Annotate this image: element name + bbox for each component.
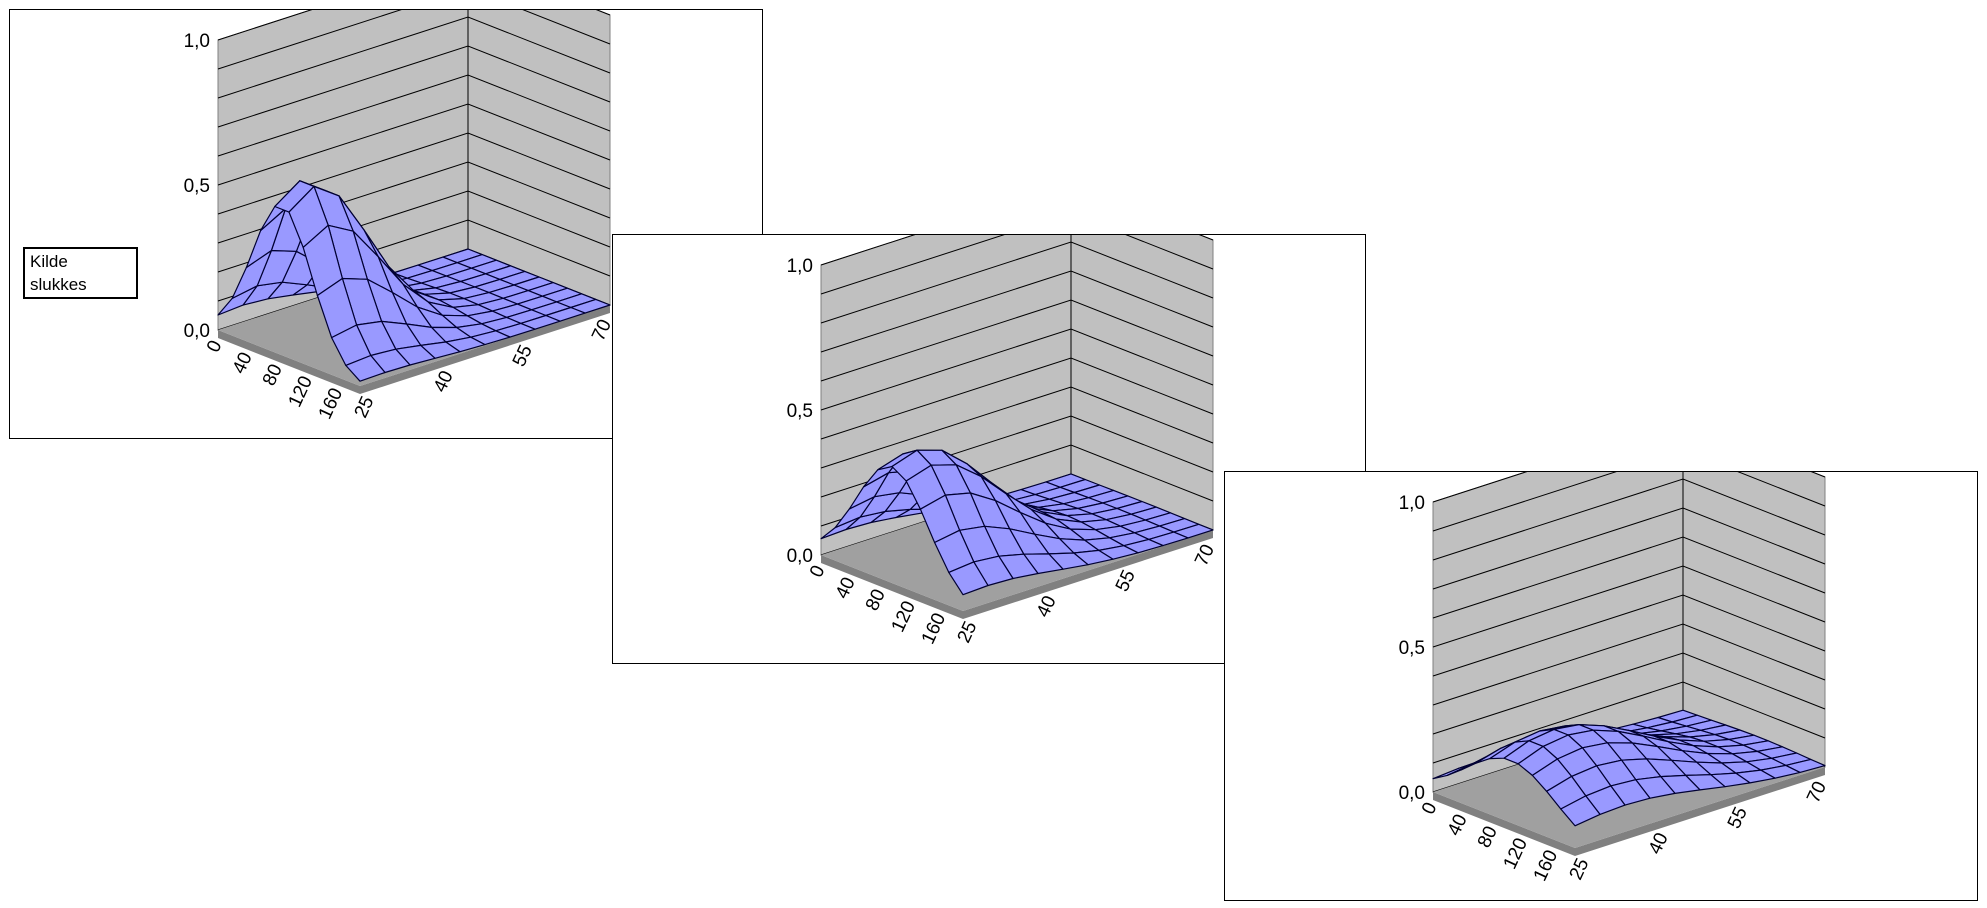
y-tick-label: 25 (1566, 855, 1594, 883)
surface-cell (345, 354, 386, 382)
x-tick-label: 80 (862, 586, 890, 614)
wall-gridline (217, 10, 611, 70)
chart-panel-3: 0,0 0,5 1,0 0 40 80 120 160 25 40 55 70 (1224, 471, 1978, 901)
y-tick-label: 40 (1033, 593, 1061, 621)
x-tick-label: 40 (1444, 811, 1472, 839)
z-tick-label: 0,5 (787, 401, 813, 422)
y-tick-label: 55 (509, 342, 537, 370)
y-tick-label: 55 (1112, 567, 1140, 595)
x-tick-label: 0 (1418, 799, 1442, 817)
z-tick-label: 1,0 (184, 31, 210, 52)
x-tick-label: 40 (832, 574, 860, 602)
wall-gridline (1432, 472, 1826, 503)
x-tick-label: 120 (285, 373, 317, 411)
y-tick-label: 25 (954, 618, 982, 646)
y-tick-label: 70 (1191, 541, 1219, 569)
y-tick-label: 40 (430, 368, 458, 396)
y-tick-label: 40 (1645, 830, 1673, 858)
chart-panel-2: 0,0 0,5 1,0 0 40 80 120 160 25 40 55 70 (612, 234, 1366, 664)
x-tick-label: 120 (1500, 835, 1532, 873)
z-tick-label: 1,0 (787, 256, 813, 277)
floor-edge (1433, 767, 1825, 856)
x-tick-label: 120 (888, 598, 920, 636)
x-tick-label: 40 (229, 349, 257, 377)
y-tick-label: 55 (1724, 804, 1752, 832)
x-tick-label: 160 (1530, 847, 1562, 885)
surface-cell (948, 561, 989, 596)
x-tick-label: 160 (918, 610, 950, 648)
y-tick-label: 25 (351, 393, 379, 421)
surface-cell (1560, 795, 1601, 827)
x-tick-label: 80 (259, 361, 287, 389)
floor-edge (821, 530, 1213, 619)
chart-panel-1: 0,0 0,5 1,0 0 40 80 120 160 25 40 55 70 Kilde slukk… (9, 9, 763, 439)
z-tick-label: 0,0 (1399, 783, 1425, 804)
wall-gridline (1432, 472, 1826, 532)
z-tick-label: 0,5 (1399, 638, 1425, 659)
chart-annotation-box: Kilde slukkes (23, 247, 138, 299)
z-tick-label: 0,0 (787, 546, 813, 567)
z-tick-label: 0,0 (184, 321, 210, 342)
x-tick-label: 0 (203, 337, 227, 355)
x-tick-label: 160 (315, 385, 347, 423)
x-tick-label: 80 (1474, 823, 1502, 851)
wall-gridline (217, 10, 611, 41)
x-tick-label: 0 (806, 562, 830, 580)
wall-gridline (820, 235, 1214, 266)
z-tick-label: 1,0 (1399, 493, 1425, 514)
y-tick-label: 70 (1803, 778, 1831, 806)
wall-gridline (820, 235, 1214, 295)
floor-edge (218, 305, 610, 394)
z-tick-label: 0,5 (184, 176, 210, 197)
